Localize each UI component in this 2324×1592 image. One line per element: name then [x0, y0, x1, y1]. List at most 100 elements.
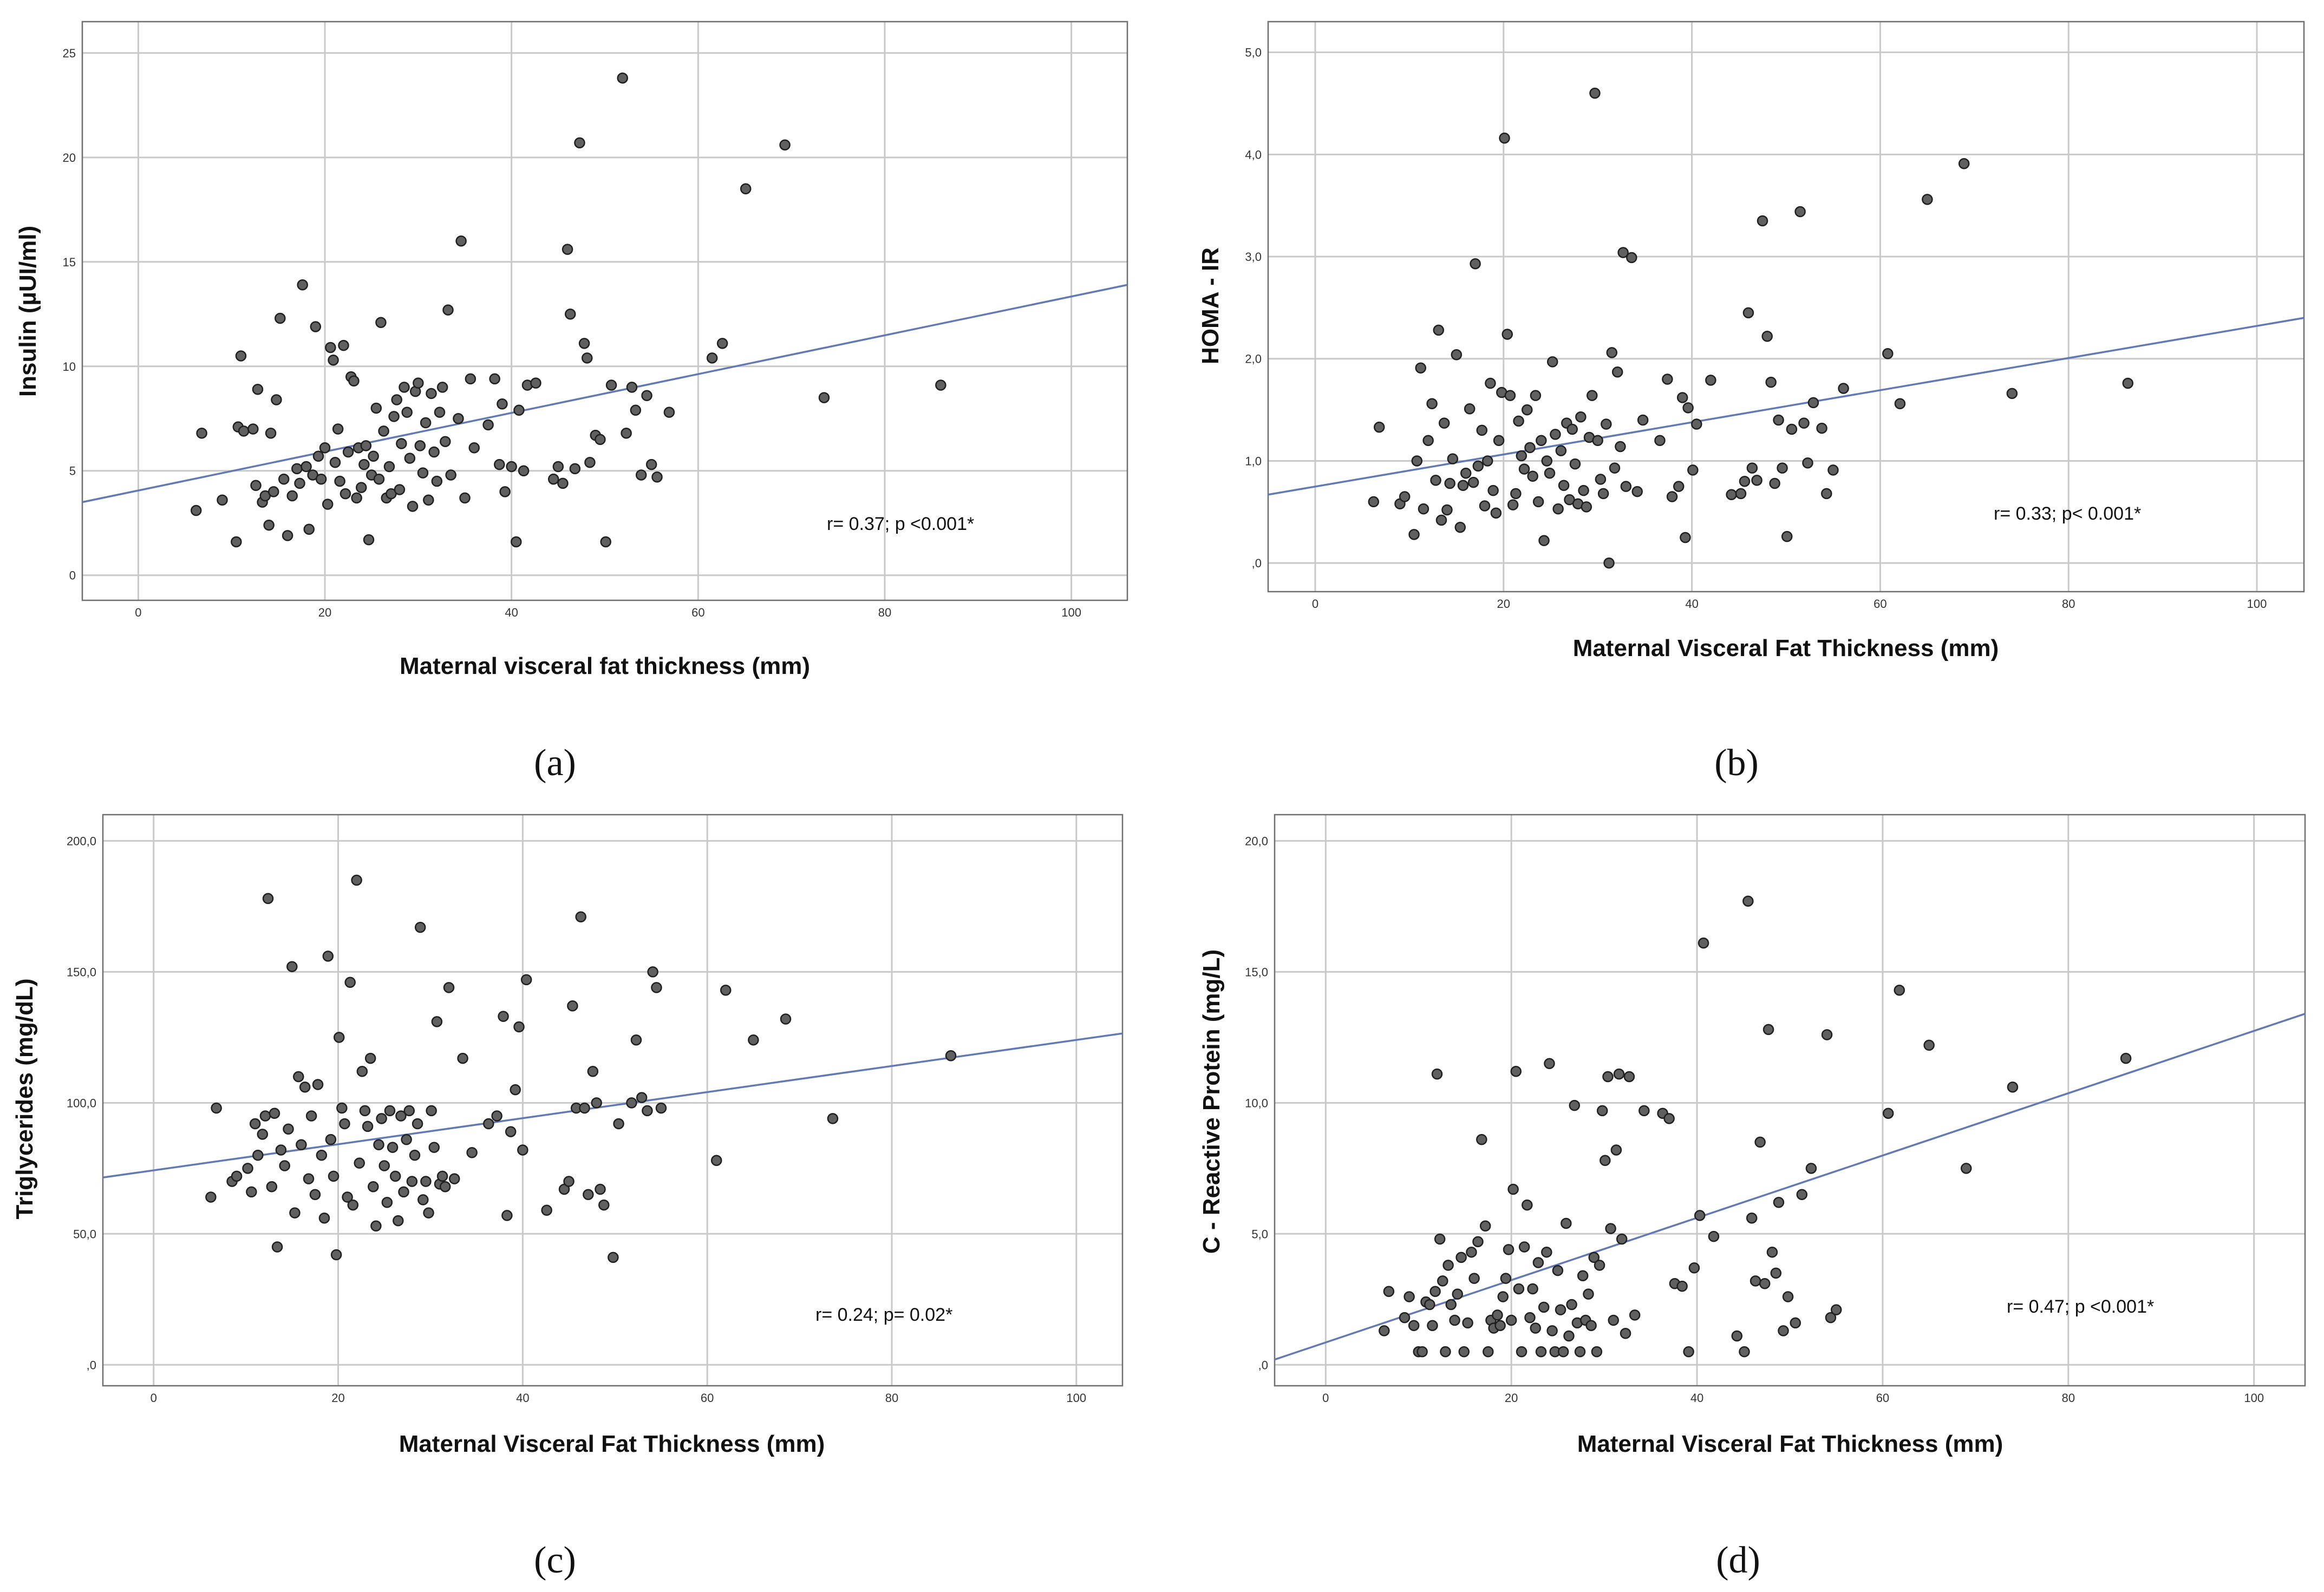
data-point-a — [315, 473, 327, 485]
data-point-c — [541, 1204, 552, 1216]
data-point-a — [740, 183, 752, 194]
data-point-d — [1778, 1325, 1789, 1337]
data-point-c — [303, 1173, 315, 1184]
x-tick-label-a: 0 — [135, 606, 141, 619]
data-point-c — [342, 1191, 353, 1203]
data-point-d — [1541, 1246, 1552, 1258]
x-tick-label-d: 60 — [1876, 1391, 1889, 1405]
data-point-d — [1766, 1246, 1778, 1258]
y-tick-label-d: 10,0 — [1245, 1096, 1268, 1110]
data-point-d — [1749, 1275, 1761, 1287]
data-point-d — [1449, 1314, 1460, 1326]
data-point-b — [1460, 467, 1472, 479]
data-point-b — [1680, 532, 1691, 543]
data-point-d — [1569, 1099, 1581, 1111]
data-point-c — [414, 921, 426, 933]
data-point-c — [362, 1121, 374, 1132]
data-point-a — [506, 461, 517, 473]
y-axis-title-d: C - Reactive Protein (mg/L) — [1198, 949, 1225, 1254]
data-point-d — [1505, 1314, 1517, 1326]
x-tick-label-c: 40 — [516, 1391, 529, 1405]
data-point-c — [501, 1210, 513, 1221]
data-point-d — [1408, 1320, 1420, 1331]
data-point-d — [1591, 1346, 1603, 1358]
data-point-a — [404, 453, 416, 464]
x-tick-label-d: 100 — [2244, 1391, 2264, 1405]
data-point-d — [1694, 1210, 1706, 1221]
data-point-a — [332, 423, 344, 435]
data-point-d — [1507, 1183, 1519, 1195]
data-point-c — [330, 1249, 342, 1261]
data-point-c — [262, 893, 274, 905]
data-point-d — [1379, 1325, 1390, 1337]
data-point-c — [505, 1126, 517, 1137]
data-point-d — [1399, 1312, 1411, 1324]
data-point-b — [2006, 388, 2018, 399]
data-point-d — [1483, 1346, 1494, 1358]
data-point-c — [655, 1102, 667, 1114]
data-point-a — [513, 404, 525, 416]
data-point-c — [945, 1050, 957, 1062]
data-point-b — [1422, 435, 1434, 446]
data-point-a — [291, 463, 303, 475]
plot-frame-c — [102, 814, 1124, 1387]
data-point-c — [426, 1105, 437, 1117]
data-point-b — [1781, 530, 1793, 542]
data-point-b — [1558, 480, 1570, 491]
data-point-a — [436, 382, 448, 393]
data-point-b — [1530, 390, 1542, 401]
data-point-d — [1583, 1288, 1594, 1300]
data-point-a — [250, 480, 262, 491]
data-point-a — [247, 423, 259, 435]
data-point-a — [630, 404, 642, 416]
y-tick-label-a: 0 — [69, 569, 76, 582]
data-point-b — [1673, 481, 1685, 492]
data-point-c — [381, 1196, 393, 1208]
data-point-c — [780, 1013, 792, 1025]
data-point-b — [1757, 215, 1768, 227]
data-point-d — [1538, 1301, 1550, 1313]
caption-a: (a) — [534, 742, 576, 784]
data-point-c — [827, 1113, 839, 1124]
data-point-c — [373, 1139, 384, 1151]
data-point-d — [1923, 1039, 1935, 1051]
data-point-a — [552, 461, 564, 473]
data-point-b — [1536, 435, 1547, 446]
data-point-c — [583, 1189, 594, 1200]
data-point-a — [582, 352, 593, 364]
panel-c: 0 20 40 60 80 100 ,0 50,0 100,0 150,0 200,0 r= 0.… — [11, 814, 1124, 1581]
data-point-d — [1698, 937, 1709, 949]
data-point-c — [339, 1118, 350, 1130]
data-point-b — [1516, 450, 1527, 462]
data-point-c — [406, 1176, 418, 1187]
data-point-c — [466, 1147, 478, 1158]
data-point-c — [252, 1149, 264, 1161]
data-point-c — [567, 1000, 578, 1012]
plot-frame-a — [81, 21, 1128, 601]
data-point-a — [231, 536, 242, 548]
data-point-b — [1882, 348, 1894, 359]
data-point-d — [1805, 1163, 1817, 1174]
data-point-b — [1597, 488, 1609, 500]
data-point-d — [1546, 1325, 1558, 1337]
data-point-a — [413, 377, 424, 389]
data-point-d — [1773, 1196, 1785, 1208]
data-point-c — [351, 874, 362, 886]
data-point-c — [336, 1102, 348, 1114]
panel-b: 0 20 40 60 80 100 ,0 1,0 2,0 3,0 4,0 5,0 r= 0.33; … — [1197, 21, 2305, 784]
data-point-c — [710, 1155, 722, 1167]
data-point-b — [1510, 488, 1522, 500]
data-point-d — [1503, 1244, 1514, 1255]
data-point-d — [1894, 984, 1905, 996]
data-point-d — [1516, 1346, 1527, 1358]
data-point-d — [1458, 1346, 1470, 1358]
y-tick-label-b: 2,0 — [1245, 352, 1262, 366]
data-point-d — [1742, 895, 1754, 907]
data-point-b — [1470, 258, 1481, 270]
data-point-b — [1454, 521, 1466, 533]
y-tick-label-b: 1,0 — [1245, 454, 1262, 468]
data-point-c — [720, 984, 732, 996]
y-axis-title-b: HOMA - IR — [1197, 247, 1224, 364]
correlation-annotation-c: r= 0.24; p= 0.02* — [815, 1305, 952, 1325]
data-point-d — [1524, 1312, 1536, 1324]
